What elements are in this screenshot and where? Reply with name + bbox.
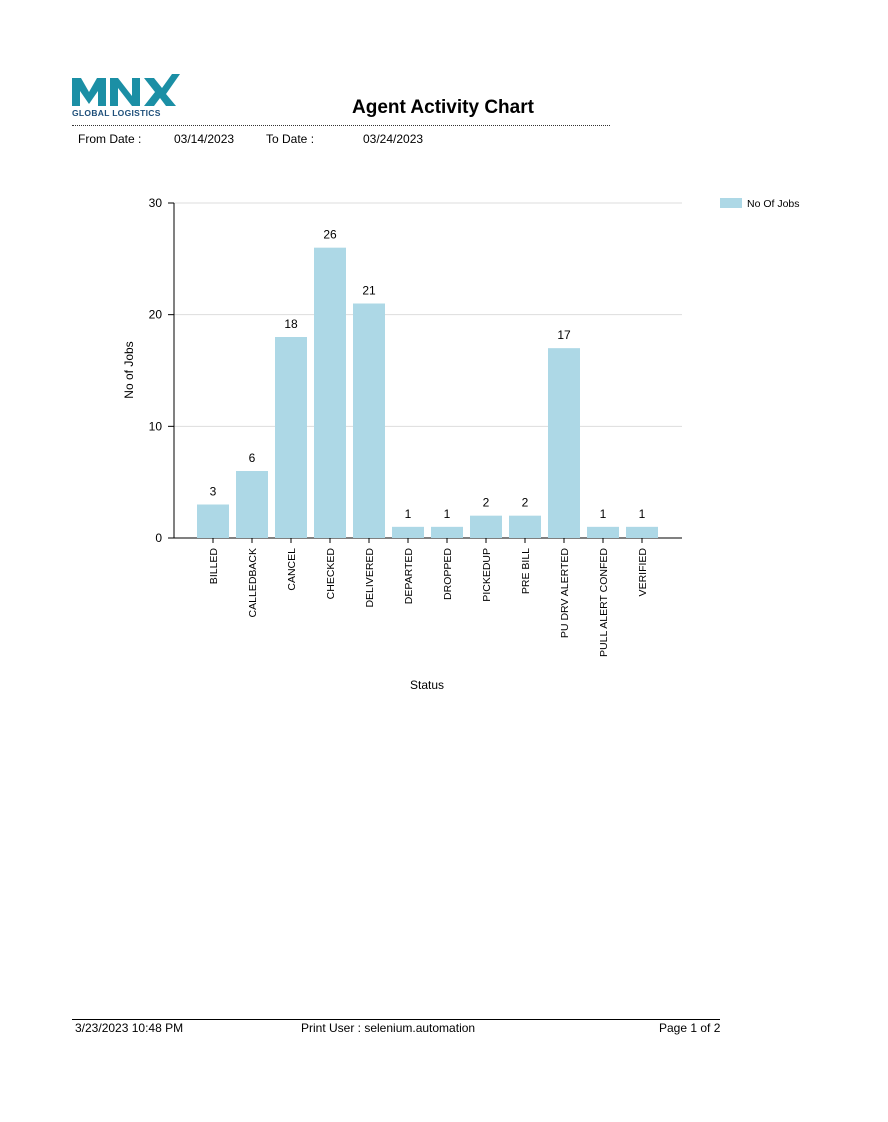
from-date-value: 03/14/2023 <box>174 132 235 146</box>
bar-value-label: 2 <box>522 496 529 510</box>
y-axis-title: No of Jobs <box>122 341 136 398</box>
bar <box>236 471 268 538</box>
bar-value-label: 18 <box>284 317 298 331</box>
bar <box>197 504 229 538</box>
bar <box>353 303 385 538</box>
x-axis-title: Status <box>410 678 444 692</box>
bar <box>392 526 424 538</box>
bar-value-label: 21 <box>362 284 376 298</box>
footer-divider <box>72 1019 720 1020</box>
x-tick-label: CALLEDBACK <box>247 548 259 617</box>
bar-value-label: 6 <box>249 451 256 465</box>
to-date-value: 03/24/2023 <box>363 132 424 146</box>
x-tick-label: DEPARTED <box>403 548 415 605</box>
page-number: Page 1 of 2 <box>659 1021 721 1035</box>
bar <box>314 247 346 538</box>
bar-value-label: 1 <box>444 507 451 521</box>
title-divider <box>72 125 610 126</box>
bar <box>548 348 580 538</box>
legend-label: No Of Jobs <box>747 198 800 210</box>
y-tick-label: 10 <box>149 419 163 433</box>
bar-value-label: 1 <box>405 507 412 521</box>
bar-value-label: 1 <box>639 507 646 521</box>
bar-value-label: 3 <box>210 485 217 499</box>
x-tick-label: DELIVERED <box>364 548 376 608</box>
legend-swatch <box>720 198 742 208</box>
bar <box>509 515 541 538</box>
bar <box>275 337 307 538</box>
x-tick-label: CANCEL <box>286 548 298 591</box>
x-tick-label: VERIFIED <box>637 548 649 597</box>
bar <box>431 526 463 538</box>
x-tick-label: PRE BILL <box>520 548 532 594</box>
mnx-logo <box>72 74 180 106</box>
print-user: Print User : selenium.automation <box>301 1021 476 1035</box>
bar <box>587 526 619 538</box>
logo-tagline: GLOBAL LOGISTICS <box>72 108 161 118</box>
x-tick-label: PICKEDUP <box>481 548 493 602</box>
y-tick-label: 20 <box>149 308 163 322</box>
printed-timestamp: 3/23/2023 10:48 PM <box>75 1021 184 1035</box>
bar-value-label: 1 <box>600 507 607 521</box>
to-date-label: To Date : <box>266 132 315 146</box>
bar <box>626 526 658 538</box>
bar-chart: 0 10 20 30 3 BILLED 6 CALLEDBACK 18 CANCEL 26 CHECK… <box>122 196 800 692</box>
y-tick-label: 30 <box>149 196 163 210</box>
bar-value-label: 26 <box>323 228 337 242</box>
x-tick-label: PU DRV ALERTED <box>559 548 571 638</box>
y-tick-label: 0 <box>155 531 162 545</box>
x-tick-label: DROPPED <box>442 548 454 600</box>
x-tick-label: PULL ALERT CONFED <box>598 548 610 657</box>
x-tick-label: CHECKED <box>325 548 337 600</box>
bar-value-label: 2 <box>483 496 490 510</box>
x-tick-label: BILLED <box>208 548 220 585</box>
from-date-label: From Date : <box>78 132 142 146</box>
bar <box>470 515 502 538</box>
report-title: Agent Activity Chart <box>352 97 534 118</box>
bar-value-label: 17 <box>557 328 571 342</box>
